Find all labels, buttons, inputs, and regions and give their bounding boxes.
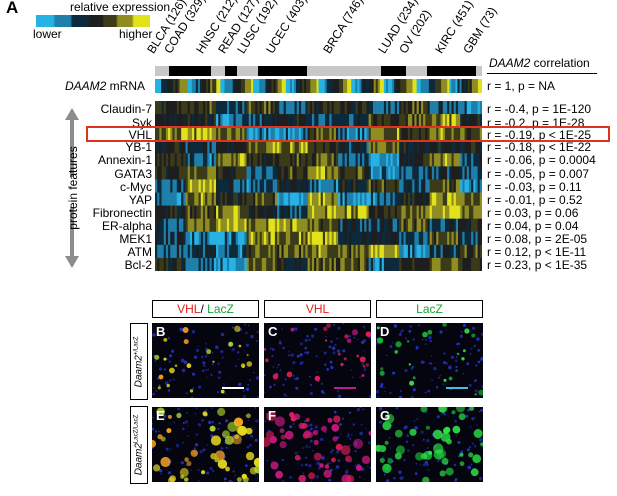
column-header-vhl: VHL [264, 300, 371, 318]
feature-label: c-Myc [120, 180, 152, 194]
micrograph-b [152, 323, 259, 398]
correlation-value: r = 0.23, p < 1E-35 [487, 258, 588, 272]
feature-label: Bcl-2 [124, 258, 152, 272]
cancer-label-brca: BRCA (746) [320, 0, 366, 57]
correlation-value: r = -0.01, p = 0.52 [487, 193, 583, 207]
correlation-title: DAAM2 correlation [489, 56, 590, 70]
micrograph-c [264, 323, 371, 398]
row-header-heterozygous: Daam2+/LacZ [130, 323, 148, 400]
feature-label: Annexin-1 [97, 153, 152, 167]
panel-label-g: G [380, 408, 391, 423]
cancer-group-bar [155, 66, 482, 76]
correlation-value: r = -0.19, p < 1E-25 [487, 128, 592, 142]
row-header-homozygous: Daam2LacZ/LacZ [130, 406, 148, 484]
mrna-row-label: DAAM2 mRNA [65, 79, 146, 93]
mrna-correlation: r = 1, p = NA [487, 79, 556, 93]
correlation-title-underline [487, 73, 597, 74]
micrograph-f [264, 407, 371, 482]
correlation-value: r = -0.18, p < 1E-22 [487, 140, 592, 154]
column-header-merge: VHL/ LacZ [152, 300, 259, 318]
correlation-value: r = 0.03, p = 0.06 [487, 206, 579, 220]
legend-higher-label: higher [119, 27, 153, 41]
panel-label: A [6, 0, 19, 17]
correlation-value: r = -0.03, p = 0.11 [487, 180, 582, 194]
correlation-value: r = -0.4, p = 1E-120 [487, 102, 592, 116]
feature-label: MEK1 [119, 232, 152, 246]
micrograph-d [376, 323, 483, 398]
legend-lower-label: lower [33, 27, 62, 41]
legend-colorbar [36, 15, 150, 27]
correlation-value: r = 0.04, p = 0.04 [487, 219, 579, 233]
mrna-heatmap-row [155, 79, 482, 93]
feature-label: YAP [128, 193, 152, 207]
feature-label: ATM [127, 245, 152, 259]
panel-label-e: E [156, 408, 165, 423]
feature-label: VHL [128, 128, 152, 142]
panel-label-f: F [268, 408, 276, 423]
correlation-value: r = 0.08, p = 2E-05 [487, 232, 588, 246]
vhl-highlight-box [86, 126, 610, 142]
protein-features-label: protein features [66, 146, 80, 230]
correlation-value: r = -0.05, p = 0.007 [487, 167, 590, 181]
panel-label-b: B [156, 324, 166, 339]
legend-title: relative expression [70, 0, 171, 14]
feature-label: YB-1 [125, 140, 152, 154]
panel-label-c: C [268, 324, 278, 339]
micrograph-g [376, 407, 483, 482]
feature-label: ER-alpha [101, 219, 152, 233]
protein-features-arrow [65, 108, 79, 268]
feature-label: Claudin-7 [100, 102, 152, 116]
micrograph-e [152, 407, 259, 482]
feature-label: GATA3 [114, 167, 152, 181]
feature-label: Fibronectin [92, 206, 152, 220]
correlation-value: r = 0.12, p < 1E-11 [487, 245, 587, 259]
correlation-value: r = -0.06, p = 0.0004 [487, 153, 596, 167]
panel-label-d: D [380, 324, 390, 339]
column-header-lacz: LacZ [376, 300, 483, 318]
protein-heatmap [155, 101, 482, 271]
